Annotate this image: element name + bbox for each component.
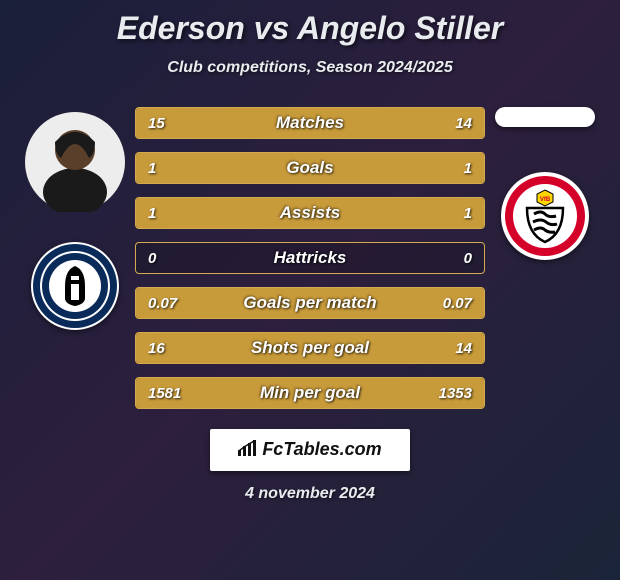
stat-label: Min per goal	[136, 378, 484, 408]
stat-row: 0.070.07Goals per match	[135, 287, 485, 319]
brand-badge: FcTables.com	[210, 429, 409, 471]
stat-row: 11Goals	[135, 152, 485, 184]
player-photo-right	[495, 107, 595, 127]
page-title: Ederson vs Angelo Stiller	[0, 10, 620, 47]
stats-list: 1514Matches 11Goals 11Assists 00Hattricks 0.…	[135, 107, 485, 409]
stuttgart-badge-icon: VfB	[501, 172, 589, 260]
chart-icon	[238, 440, 258, 461]
right-column: VfB	[485, 107, 605, 260]
svg-text:VfB: VfB	[540, 197, 551, 203]
player-photo-left	[25, 112, 125, 212]
infographic-container: Ederson vs Angelo Stiller Club competiti…	[0, 0, 620, 580]
stat-label: Goals per match	[136, 288, 484, 318]
stat-row: 00Hattricks	[135, 242, 485, 274]
footer: FcTables.com 4 november 2024	[0, 429, 620, 503]
stat-label: Shots per goal	[136, 333, 484, 363]
main-row: 1514Matches 11Goals 11Assists 00Hattricks 0.…	[0, 107, 620, 409]
club-badge-right: VfB	[501, 172, 589, 260]
stat-label: Matches	[136, 108, 484, 138]
stat-label: Hattricks	[136, 243, 484, 273]
stat-row: 1514Matches	[135, 107, 485, 139]
date-text: 4 november 2024	[0, 485, 620, 503]
stat-row: 11Assists	[135, 197, 485, 229]
left-column	[15, 107, 135, 330]
brand-text: FcTables.com	[262, 439, 381, 459]
stat-row: 15811353Min per goal	[135, 377, 485, 409]
stat-label: Assists	[136, 198, 484, 228]
club-badge-left	[31, 242, 119, 330]
subtitle: Club competitions, Season 2024/2025	[0, 59, 620, 77]
stat-row: 1614Shots per goal	[135, 332, 485, 364]
atalanta-badge-icon	[31, 242, 119, 330]
stat-label: Goals	[136, 153, 484, 183]
